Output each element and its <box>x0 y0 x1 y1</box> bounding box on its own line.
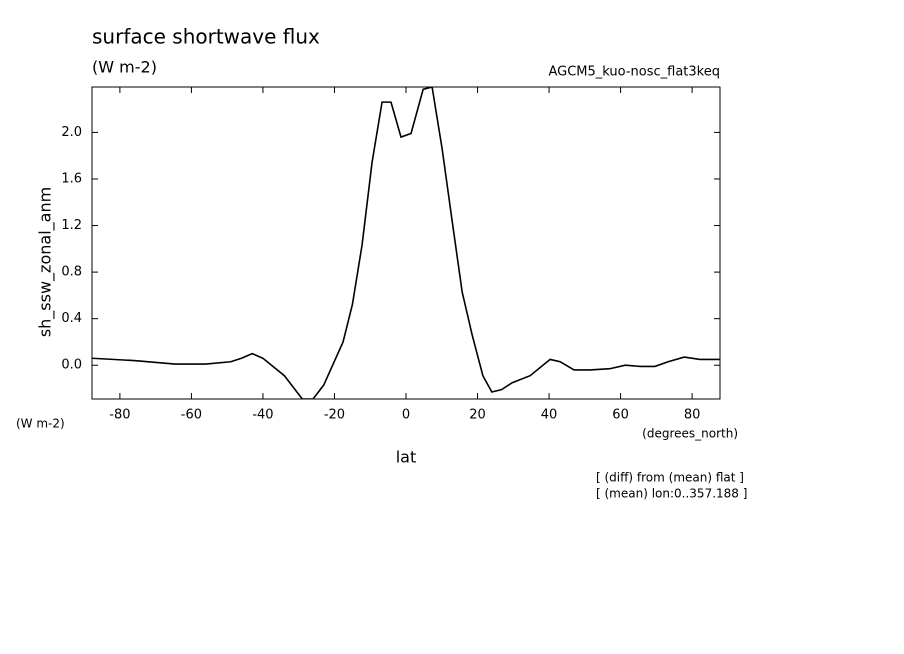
experiment-label: AGCM5_kuo-nosc_flat3keq <box>548 65 720 80</box>
note: [ (diff) from (mean) flat ] <box>596 471 744 485</box>
y-tick-label: 2.0 <box>61 125 82 140</box>
x-tick-label: 80 <box>684 408 701 423</box>
y-unit: (W m-2) <box>16 417 65 431</box>
y-tick-label: 1.2 <box>61 218 82 233</box>
y-tick-label: 1.6 <box>61 171 82 186</box>
x-tick-label: -80 <box>109 408 130 423</box>
chart-subtitle: (W m-2) <box>92 58 157 77</box>
x-unit: (degrees_north) <box>642 427 738 441</box>
y-tick-label: 0.8 <box>61 265 82 280</box>
x-tick-label: -60 <box>181 408 202 423</box>
y-tick-label: 0.4 <box>61 311 82 326</box>
x-tick-label: -20 <box>324 408 345 423</box>
x-tick-label: 20 <box>469 408 486 423</box>
y-tick-label: 0.0 <box>61 358 82 373</box>
x-tick-label: 0 <box>402 408 410 423</box>
x-tick-label: -40 <box>252 408 273 423</box>
note: [ (mean) lon:0..357.188 ] <box>596 487 747 501</box>
y-axis-label: sh_ssw_zonal_anm <box>36 187 56 337</box>
x-tick-label: 40 <box>541 408 558 423</box>
data-line <box>92 87 720 399</box>
plot-frame <box>91 86 721 400</box>
x-tick-label: 60 <box>612 408 629 423</box>
x-axis-label: lat <box>396 448 417 467</box>
chart-title: surface shortwave flux <box>92 25 320 49</box>
